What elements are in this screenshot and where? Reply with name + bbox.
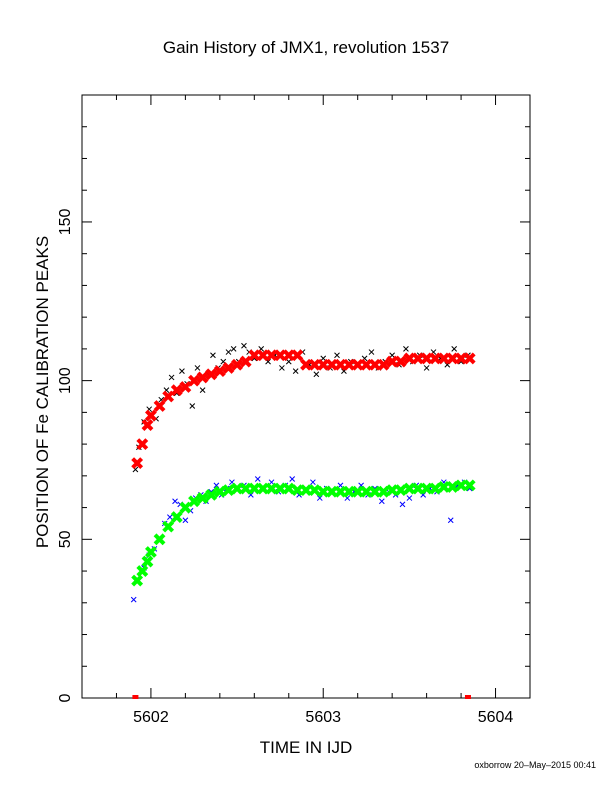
data-point — [377, 358, 390, 371]
data-point — [368, 349, 375, 355]
data-point — [205, 368, 218, 381]
data-point — [292, 368, 299, 374]
data-point — [279, 365, 285, 371]
data-point — [334, 352, 340, 359]
data-point — [188, 495, 200, 508]
data-point — [446, 481, 459, 493]
data-point — [394, 355, 407, 368]
data-point — [403, 346, 409, 352]
data-point — [463, 479, 476, 492]
data-point — [394, 484, 407, 497]
data-point — [282, 482, 295, 495]
data-point — [225, 349, 232, 355]
data-point — [167, 514, 173, 520]
data-point — [213, 482, 220, 489]
data-point — [213, 365, 226, 378]
series-3 — [131, 479, 476, 587]
data-point — [153, 533, 166, 546]
data-point — [310, 479, 316, 486]
data-point — [337, 482, 344, 489]
chart-title: Gain History of JMX1, revolution 1537 — [163, 38, 449, 57]
data-point — [189, 403, 196, 409]
data-point — [162, 520, 175, 533]
data-point — [377, 485, 390, 498]
data-point — [289, 476, 296, 482]
data-point — [168, 374, 175, 381]
data-point — [136, 565, 149, 577]
data-point — [429, 482, 442, 495]
data-point — [131, 457, 144, 470]
series-2 — [130, 476, 473, 603]
data-point — [194, 365, 201, 371]
data-point — [378, 498, 385, 505]
data-point — [145, 546, 157, 558]
data-point — [241, 342, 247, 349]
data-point — [399, 501, 406, 508]
data-point — [268, 479, 275, 486]
x-tick-label: 5603 — [305, 709, 341, 726]
data-point — [172, 498, 178, 505]
y-axis-label: POSITION OF Fe CALIBRATION PEAKS — [33, 236, 52, 548]
data-point — [179, 368, 185, 374]
data-point — [230, 346, 237, 352]
data-point — [196, 492, 209, 504]
data-point — [222, 484, 235, 497]
data-point — [205, 488, 218, 501]
data-point — [313, 371, 320, 378]
data-point — [316, 495, 323, 501]
x-tick-label: 5602 — [133, 709, 169, 726]
data-point — [141, 555, 154, 568]
x-axis-marker — [132, 695, 139, 699]
data-point — [231, 358, 243, 371]
data-point — [291, 349, 304, 362]
data-point — [451, 346, 458, 352]
data-point — [423, 365, 430, 371]
series-1 — [131, 349, 476, 470]
data-point — [285, 358, 292, 365]
data-point — [131, 574, 144, 587]
data-point — [153, 400, 166, 412]
data-point — [196, 371, 209, 384]
y-tick-label: 150 — [57, 209, 74, 236]
y-tick-label: 0 — [57, 693, 74, 702]
data-point — [136, 438, 149, 451]
data-point — [222, 362, 235, 374]
data-point — [447, 517, 454, 524]
y-tick-label: 100 — [57, 367, 74, 394]
x-axis-marker — [464, 695, 471, 699]
data-point — [141, 419, 154, 431]
data-point — [406, 495, 413, 501]
data-marks — [130, 342, 476, 699]
data-point — [389, 352, 396, 359]
data-point — [170, 511, 183, 524]
y-tick-label: 50 — [57, 530, 74, 548]
footer-credit: oxborrow 20–May–2015 00:41 — [474, 760, 596, 770]
data-point — [145, 409, 157, 422]
data-point — [170, 384, 183, 397]
data-point — [130, 596, 137, 603]
data-point — [320, 355, 327, 362]
axis-tick-labels: 5602 5603 5604 0 50 100 150 — [57, 209, 513, 726]
axis-ticks — [81, 94, 531, 699]
data-point — [199, 387, 206, 394]
x-tick-label: 5604 — [478, 709, 514, 726]
data-point — [188, 374, 200, 387]
x-axis-label: TIME IN IJD — [260, 738, 353, 757]
data-point — [308, 484, 321, 497]
data-point — [254, 476, 261, 482]
data-point — [182, 517, 189, 524]
data-point — [463, 352, 476, 365]
data-point — [210, 352, 216, 359]
data-point — [213, 485, 226, 498]
plot-frame — [81, 94, 531, 699]
